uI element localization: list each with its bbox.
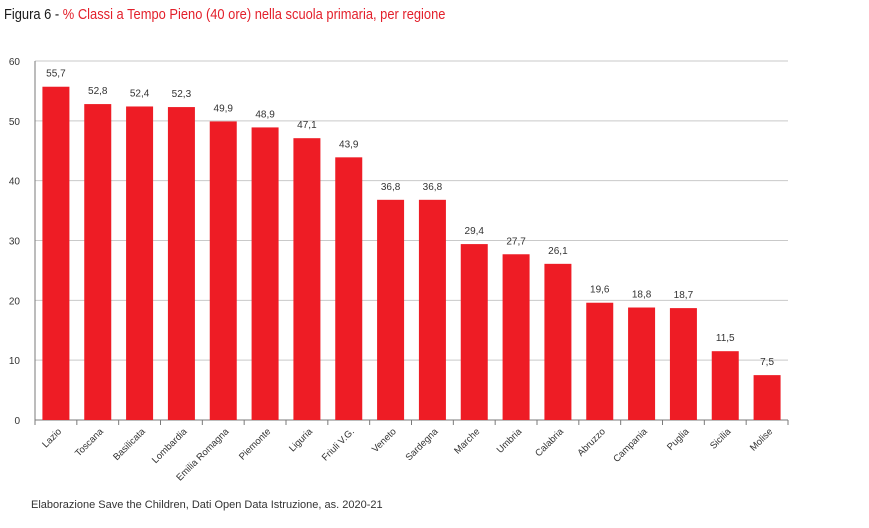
bar [669,308,697,420]
bar [293,138,321,420]
figure-label: Figura 6 - [4,6,63,23]
bar [251,127,279,420]
bar [418,199,446,420]
x-tick-label: Umbria [495,426,525,456]
data-label: 47,1 [297,120,317,131]
bar [711,351,739,420]
bar [628,307,656,420]
data-label: 27,7 [506,236,526,247]
bar [42,86,70,420]
bar [167,107,195,421]
data-label: 19,6 [590,285,610,296]
x-tick-label: Sardegna [404,426,441,463]
bar [544,263,572,420]
data-label: 48,9 [255,109,275,120]
y-tick-label: 60 [9,57,21,68]
x-tick-label: Friuli V.G. [320,426,357,463]
x-tick-label: Abruzzo [575,426,607,458]
bar [377,199,405,420]
x-tick-label: Sicilia [708,426,734,452]
x-tick-label: Basilicata [111,426,148,463]
x-tick-label: Liguria [287,426,315,454]
data-label: 36,8 [423,182,443,193]
bar [753,375,781,420]
data-label: 55,7 [46,69,66,80]
x-tick-label: Calabria [533,426,566,459]
data-label: 49,9 [214,103,234,114]
bar [209,121,237,420]
data-label: 18,8 [632,290,652,301]
x-tick-label: Molise [748,426,775,453]
y-tick-label: 0 [14,416,20,427]
chart-title: Figura 6 - % Classi a Tempo Pieno (40 or… [4,6,445,23]
x-tick-label: Lazio [40,426,64,450]
source-note: Elaborazione Save the Children, Dati Ope… [31,499,383,511]
y-tick-label: 40 [9,177,21,188]
data-label: 7,5 [760,357,774,368]
bar-chart: 0 10 20 30 40 50 60 55,7 Lazio 52,8 Toscana 52,4 Bas… [9,57,789,483]
data-label: 11,5 [716,333,735,344]
bar [84,104,112,420]
y-tick-label: 30 [9,237,21,248]
data-label: 52,8 [88,86,108,97]
data-label: 26,1 [548,246,568,257]
x-tick-label: Campania [611,426,650,465]
figure-title: % Classi a Tempo Pieno (40 ore) nella sc… [62,6,446,23]
data-label: 29,4 [465,226,485,237]
y-tick-label: 20 [9,296,21,307]
y-tick-label: 10 [9,356,21,367]
x-tick-label: Toscana [73,426,106,459]
x-tick-label: Puglia [665,426,692,453]
data-label: 43,9 [339,139,359,150]
bar [126,106,154,421]
x-tick-label: Lombardia [150,426,190,466]
bar [335,157,363,420]
data-label: 52,4 [130,88,150,99]
y-tick-label: 50 [9,117,21,128]
data-label: 36,8 [381,182,401,193]
data-label: 52,3 [172,89,192,100]
bar [502,254,530,420]
x-tick-label: Marche [452,426,482,456]
x-tick-label: Piemonte [237,426,273,462]
bar [586,302,614,420]
x-tick-label: Veneto [370,426,399,455]
bar [460,244,488,420]
data-label: 18,7 [674,290,694,301]
